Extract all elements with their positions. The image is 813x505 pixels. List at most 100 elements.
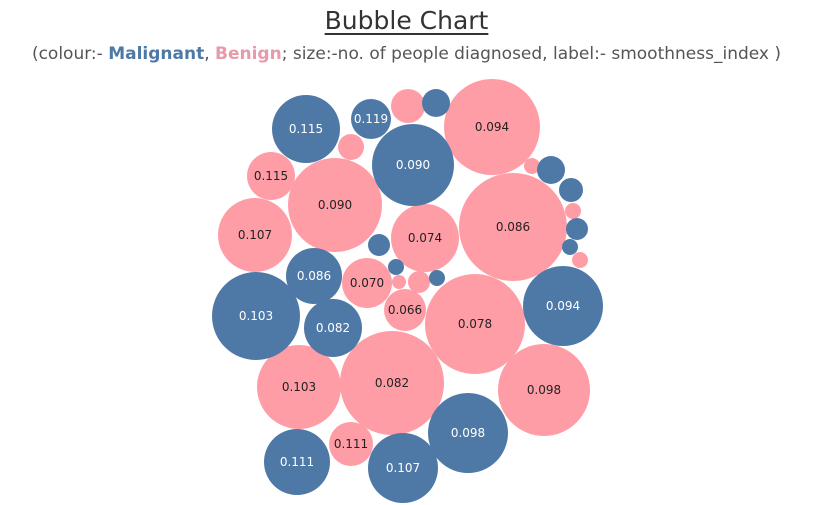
bubble-malignant[interactable] — [388, 259, 404, 275]
bubble-label: 0.107 — [386, 461, 420, 475]
bubble-malignant[interactable]: 0.115 — [272, 95, 340, 163]
bubble-benign[interactable]: 0.111 — [329, 422, 373, 466]
bubble-circle — [444, 79, 540, 175]
bubble-circle — [304, 299, 362, 357]
bubble-benign[interactable] — [572, 252, 588, 268]
bubble-circle — [384, 289, 426, 331]
bubble-circle — [408, 271, 430, 293]
bubble-malignant[interactable] — [559, 178, 583, 202]
bubble-benign[interactable]: 0.115 — [247, 152, 295, 200]
bubble-benign[interactable] — [565, 203, 581, 219]
bubble-label: 0.090 — [318, 198, 352, 212]
bubble-circle — [537, 156, 565, 184]
bubble-malignant[interactable]: 0.094 — [523, 266, 603, 346]
bubble-label: 0.098 — [451, 426, 485, 440]
bubble-label: 0.078 — [458, 317, 492, 331]
bubble-malignant[interactable] — [368, 234, 390, 256]
bubble-benign[interactable]: 0.070 — [342, 258, 392, 308]
bubble-circle — [572, 252, 588, 268]
bubble-label: 0.103 — [239, 309, 273, 323]
bubble-label: 0.111 — [280, 455, 314, 469]
bubble-circle — [372, 124, 454, 206]
bubble-circle — [498, 344, 590, 436]
bubble-malignant[interactable]: 0.090 — [372, 124, 454, 206]
bubble-benign[interactable]: 0.103 — [257, 345, 341, 429]
bubble-label: 0.115 — [254, 169, 288, 183]
bubble-circle — [264, 429, 330, 495]
chart-subtitle: (colour:- Malignant, Benign; size:-no. o… — [0, 44, 813, 64]
bubble-circle — [247, 152, 295, 200]
bubble-benign[interactable]: 0.098 — [498, 344, 590, 436]
bubble-label: 0.094 — [546, 299, 580, 313]
bubble-circle — [288, 158, 382, 252]
bubble-circle — [338, 134, 364, 160]
bubble-circle — [391, 204, 459, 272]
bubble-benign[interactable]: 0.086 — [459, 173, 567, 281]
bubble-benign[interactable] — [408, 271, 430, 293]
bubble-label: 0.086 — [297, 269, 331, 283]
bubble-circle — [428, 393, 508, 473]
bubble-label: 0.074 — [408, 231, 442, 245]
bubble-circle — [566, 218, 588, 240]
bubble-benign[interactable]: 0.082 — [340, 331, 444, 435]
bubble-circle — [272, 95, 340, 163]
bubble-circle — [391, 89, 425, 123]
bubble-malignant[interactable] — [422, 89, 450, 117]
bubble-circle — [392, 275, 406, 289]
subtitle-separator: , — [204, 44, 216, 64]
bubble-malignant[interactable]: 0.107 — [368, 433, 438, 503]
bubble-circle — [368, 234, 390, 256]
bubble-circle — [422, 89, 450, 117]
bubble-label: 0.119 — [354, 112, 388, 126]
legend-benign: Benign — [215, 44, 282, 64]
bubble-label: 0.086 — [496, 220, 530, 234]
bubble-malignant[interactable]: 0.082 — [304, 299, 362, 357]
bubble-malignant[interactable]: 0.086 — [286, 248, 342, 304]
bubble-benign[interactable] — [392, 275, 406, 289]
bubble-malignant[interactable]: 0.111 — [264, 429, 330, 495]
bubble-circle — [212, 272, 300, 360]
bubble-benign[interactable]: 0.090 — [288, 158, 382, 252]
bubble-benign[interactable]: 0.066 — [384, 289, 426, 331]
bubble-label: 0.070 — [350, 276, 384, 290]
bubble-circle — [218, 198, 292, 272]
bubble-circle — [425, 274, 525, 374]
bubble-label: 0.090 — [396, 158, 430, 172]
bubble-malignant[interactable] — [562, 239, 578, 255]
bubble-label: 0.082 — [316, 321, 350, 335]
bubble-malignant[interactable] — [566, 218, 588, 240]
bubble-benign[interactable] — [391, 89, 425, 123]
chart-title: Bubble Chart — [324, 6, 489, 35]
bubble-benign[interactable]: 0.094 — [444, 79, 540, 175]
bubble-label: 0.103 — [282, 380, 316, 394]
bubble-malignant[interactable] — [429, 270, 445, 286]
bubble-malignant[interactable]: 0.119 — [351, 99, 391, 139]
bubble-label: 0.115 — [289, 122, 323, 136]
bubble-benign[interactable] — [338, 134, 364, 160]
bubble-circle — [351, 99, 391, 139]
bubble-circle — [368, 433, 438, 503]
bubble-label: 0.098 — [527, 383, 561, 397]
bubble-benign[interactable]: 0.074 — [391, 204, 459, 272]
subtitle-prefix: (colour:- — [31, 44, 109, 64]
bubble-label: 0.111 — [334, 437, 368, 451]
subtitle-suffix: ; size:-no. of people diagnosed, label:-… — [281, 44, 782, 64]
bubble-circle — [429, 270, 445, 286]
bubble-circle — [286, 248, 342, 304]
bubble-malignant[interactable]: 0.103 — [212, 272, 300, 360]
bubble-malignant[interactable] — [537, 156, 565, 184]
bubble-label: 0.066 — [388, 303, 422, 317]
bubble-circle — [562, 239, 578, 255]
bubble-circle — [523, 266, 603, 346]
bubble-benign[interactable]: 0.078 — [425, 274, 525, 374]
bubble-malignant[interactable]: 0.098 — [428, 393, 508, 473]
bubble-circle — [388, 259, 404, 275]
bubble-benign[interactable]: 0.107 — [218, 198, 292, 272]
bubble-label: 0.107 — [238, 228, 272, 242]
bubble-benign[interactable] — [524, 158, 540, 174]
legend-malignant: Malignant — [108, 44, 205, 64]
bubble-circle — [459, 173, 567, 281]
bubble-circle — [329, 422, 373, 466]
bubble-circle — [340, 331, 444, 435]
